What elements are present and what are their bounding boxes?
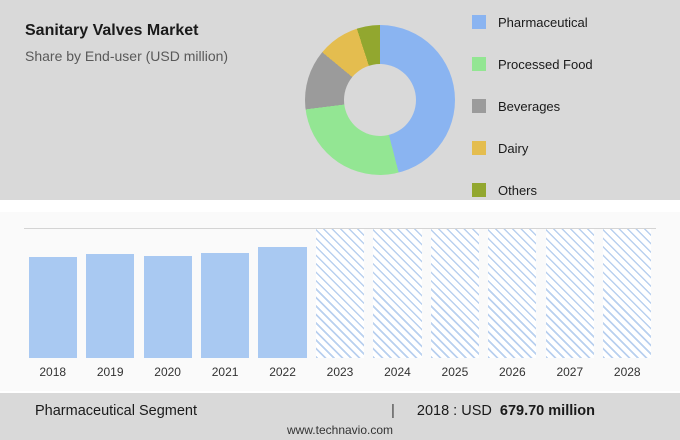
x-label-2023: 2023 xyxy=(326,365,354,380)
legend-swatch xyxy=(472,15,486,29)
bar-column-2025: 2025 xyxy=(426,229,483,380)
segment-label: Pharmaceutical Segment xyxy=(35,402,197,419)
bar-column-2022: 2022 xyxy=(254,229,311,380)
bar-2019 xyxy=(86,253,135,359)
legend-item: Beverages xyxy=(472,98,593,114)
page-subtitle: Share by End-user (USD million) xyxy=(25,48,229,64)
bar-plot: 2018 2019 2020 2021 2022 2023 2024 2025 2026 2027… xyxy=(24,228,656,380)
bar-column-2026: 2026 xyxy=(484,229,541,380)
legend-item: Processed Food xyxy=(472,56,593,72)
legend-label: Beverages xyxy=(498,98,561,114)
bar-column-2018: 2018 xyxy=(24,229,81,380)
legend-item: Dairy xyxy=(472,140,593,156)
x-label-2025: 2025 xyxy=(441,365,469,380)
website-url: www.technavio.com xyxy=(286,423,394,437)
forecast-bar-2027 xyxy=(545,229,594,359)
legend-swatch xyxy=(472,183,486,197)
forecast-bar-2023 xyxy=(315,229,365,359)
bar-2022 xyxy=(258,247,307,359)
bar-chart-section: 2018 2019 2020 2021 2022 2023 2024 2025 2026 2027… xyxy=(0,212,680,391)
legend-label: Dairy xyxy=(498,140,529,156)
header-panel: Sanitary Valves Market Share by End-user… xyxy=(0,0,680,200)
bar-column-2024: 2024 xyxy=(369,229,426,380)
legend-label: Others xyxy=(498,182,538,198)
x-label-2026: 2026 xyxy=(499,365,526,380)
kpi-year-label: 2018 : USD xyxy=(416,402,492,419)
forecast-bar-2024 xyxy=(373,229,422,359)
x-label-2027: 2027 xyxy=(556,365,584,380)
forecast-bar-2028 xyxy=(603,229,652,359)
x-label-2022: 2022 xyxy=(269,365,296,380)
forecast-bar-2025 xyxy=(430,229,480,359)
bar-column-2027: 2027 xyxy=(541,229,598,380)
x-label-2018: 2018 xyxy=(39,365,67,380)
legend-swatch xyxy=(472,57,486,71)
kpi-amount: 679.70 million xyxy=(499,402,595,419)
separator: | xyxy=(390,402,395,419)
bar-2021 xyxy=(200,252,250,359)
legend-label: Processed Food xyxy=(498,56,593,72)
bar-column-2023: 2023 xyxy=(311,229,368,380)
bar-column-2021: 2021 xyxy=(196,229,253,380)
legend-item: Others xyxy=(472,182,593,198)
forecast-bar-2026 xyxy=(488,229,537,359)
legend-item: Pharmaceutical xyxy=(472,14,593,30)
bar-column-2020: 2020 xyxy=(139,229,196,380)
legend-swatch xyxy=(472,141,486,155)
legend-swatch xyxy=(472,99,486,113)
footer-row: Pharmaceutical Segment | 2018 : USD 679.… xyxy=(0,393,680,419)
x-label-2019: 2019 xyxy=(96,365,124,380)
bar-column-2019: 2019 xyxy=(81,229,138,380)
kpi-value: 2018 : USD 679.70 million xyxy=(417,403,595,419)
x-label-2028: 2028 xyxy=(613,365,641,380)
bar-2020 xyxy=(143,256,192,359)
x-label-2021: 2021 xyxy=(211,365,239,380)
bar-column-2028: 2028 xyxy=(599,229,656,380)
x-label-2024: 2024 xyxy=(384,365,411,380)
footer-panel: Pharmaceutical Segment | 2018 : USD 679.… xyxy=(0,393,680,440)
legend-label: Pharmaceutical xyxy=(498,14,588,30)
x-label-2020: 2020 xyxy=(154,365,181,380)
page-title: Sanitary Valves Market xyxy=(25,22,199,39)
donut-chart xyxy=(305,25,455,175)
legend: Pharmaceutical Processed Food Beverages Dai… xyxy=(472,14,593,198)
bar-2018 xyxy=(28,257,77,359)
